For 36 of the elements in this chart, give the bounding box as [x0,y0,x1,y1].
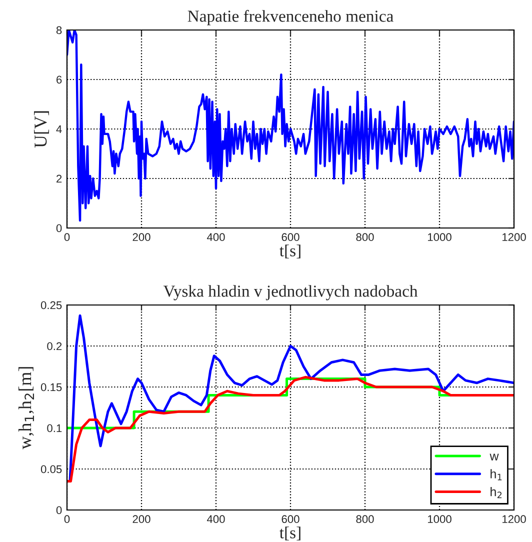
legend-label: h$_{1}$ [490,469,502,480]
y-axis-title: w,h$_{1}$,h$_{2}$[m] [18,367,34,450]
y-tick-label: 0.05 [40,465,62,474]
y-axis-title: U[V] [34,111,49,148]
legend-label: w [490,454,499,460]
y-tick-label: 8 [56,26,62,34]
x-tick-label: 200 [132,233,150,242]
x-tick-label: 400 [206,515,225,524]
x-tick-label: 0 [64,233,70,242]
x-tick-label: 1200 [502,515,526,524]
y-tick-label: 0.25 [40,301,62,310]
x-tick-label: 400 [206,233,225,242]
x-axis-title: t[s] [280,244,300,258]
x-tick-label: 800 [356,515,374,524]
y-tick-label: 0 [56,506,62,514]
x-tick-label: 0 [64,515,70,524]
y-tick-label: 0 [56,224,62,232]
x-axis-title: t[s] [280,526,300,540]
x-tick-label: 1200 [502,233,526,242]
y-tick-label: 0.2 [47,342,62,350]
y-tick-label: 2 [56,174,62,183]
chart-title: Napatie frekvenceneho menica [188,10,394,26]
x-tick-label: 800 [356,233,374,242]
y-tick-label: 4 [56,125,62,134]
y-tick-label: 6 [56,76,62,84]
line-series [67,376,514,483]
x-tick-label: 1000 [428,233,452,242]
y-tick-label: 0.1 [47,424,62,432]
x-tick-label: 600 [282,515,300,524]
y-tick-label: 0.15 [40,383,62,392]
x-tick-label: 1000 [428,515,452,524]
line-series [67,314,514,483]
x-tick-label: 200 [132,515,150,524]
x-tick-label: 600 [282,233,300,242]
legend-label: h$_{2}$ [490,487,502,498]
chart-title: Vyska hladin v jednotlivych nadobach [163,285,418,300]
